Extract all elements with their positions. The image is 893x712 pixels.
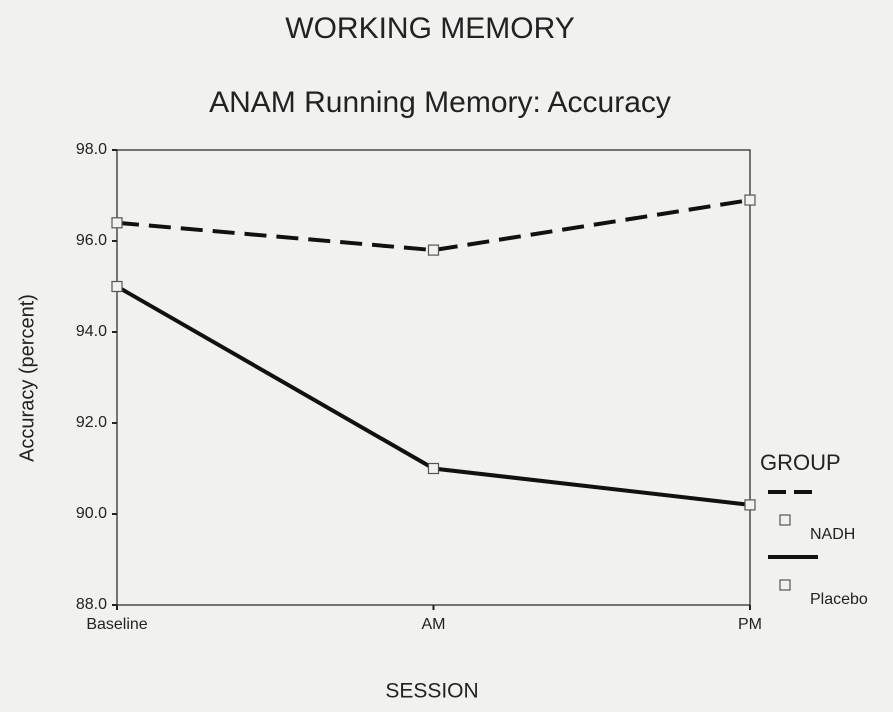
x-axis-label: SESSION xyxy=(385,680,478,703)
point-marker xyxy=(744,499,756,511)
x-tick-label: AM xyxy=(422,616,446,633)
point-marker xyxy=(111,280,123,293)
chart-subtitle: ANAM Running Memory: Accuracy xyxy=(209,86,671,119)
point-marker xyxy=(744,194,756,206)
y-tick-label: 94.0 xyxy=(76,323,107,340)
y-axis-label: Accuracy (percent) xyxy=(16,294,38,462)
y-tick-label: 96.0 xyxy=(76,232,107,249)
y-tick-label: 98.0 xyxy=(76,141,107,158)
x-tick-label: PM xyxy=(738,616,762,633)
legend-title: GROUP xyxy=(760,450,841,475)
legend-label: Placebo xyxy=(810,591,868,608)
x-tick-label: Baseline xyxy=(86,616,147,633)
y-tick-label: 90.0 xyxy=(76,505,107,522)
legend-marker xyxy=(779,514,791,526)
legend-label: NADH xyxy=(810,526,855,543)
point-marker xyxy=(111,217,123,229)
plot-frame xyxy=(116,149,751,606)
point-marker xyxy=(427,462,440,475)
legend-marker xyxy=(779,579,791,591)
y-tick-label: 92.0 xyxy=(76,414,107,431)
series-line xyxy=(116,198,751,253)
chart-title: WORKING MEMORY xyxy=(285,12,574,45)
point-marker xyxy=(427,244,440,256)
y-tick-label: 88.0 xyxy=(76,596,107,613)
